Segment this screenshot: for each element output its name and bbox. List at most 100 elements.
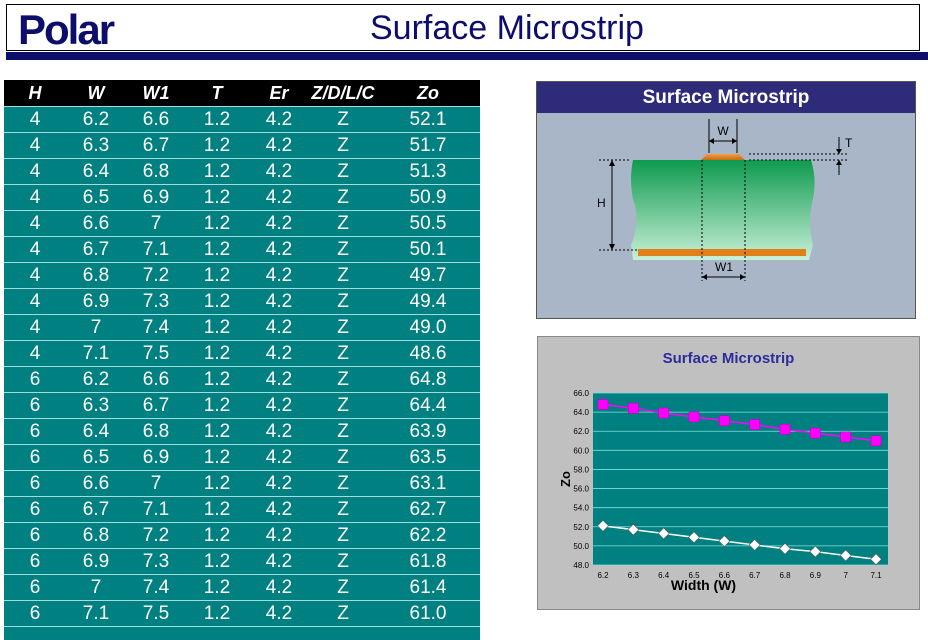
table-cell: 7.5 xyxy=(126,600,186,627)
data-point xyxy=(688,531,700,544)
table-cell: 48.6 xyxy=(376,340,480,367)
table-cell: 7.4 xyxy=(126,574,186,601)
table-cell: 51.3 xyxy=(376,158,480,185)
table-cell: Z xyxy=(310,522,376,549)
data-point xyxy=(779,424,791,435)
table-cell: 7 xyxy=(126,470,186,497)
table-cell: Z xyxy=(310,236,376,263)
table-cell: 4.2 xyxy=(248,158,310,185)
table-cell: 4 xyxy=(4,340,66,367)
table-cell: 6.8 xyxy=(126,418,186,445)
table-cell: 4.2 xyxy=(248,184,310,211)
table-cell: 4.2 xyxy=(248,288,310,315)
table-row: 4 6.2 6.6 1.2 4.2 Z 52.1 xyxy=(4,106,480,133)
column-header: Er xyxy=(248,80,310,107)
table-cell: 6 xyxy=(4,366,66,393)
table-cell: 63.1 xyxy=(376,470,480,497)
table-cell: 6.5 xyxy=(66,184,126,211)
header-box xyxy=(6,4,920,51)
table-cell: 1.2 xyxy=(186,366,248,393)
table-cell: 6.4 xyxy=(66,418,126,445)
table-cell: 7.2 xyxy=(126,522,186,549)
diagram-title: Surface Microstrip xyxy=(537,82,915,113)
table-row: 6 6.8 7.2 1.2 4.2 Z 62.2 xyxy=(4,522,480,549)
table-cell: 4 xyxy=(4,288,66,315)
table-cell: 6.7 xyxy=(66,496,126,523)
table-cell: Z xyxy=(310,132,376,159)
table-cell: 6 xyxy=(4,548,66,575)
table-cell: 61.4 xyxy=(376,574,480,601)
x-tick-label: 7 xyxy=(843,571,848,580)
table-cell: 6.7 xyxy=(66,236,126,263)
table-cell: 4.2 xyxy=(248,366,310,393)
table-cell: 64.8 xyxy=(376,366,480,393)
data-point xyxy=(839,549,852,562)
table-row: 4 6.7 7.1 1.2 4.2 Z 50.1 xyxy=(4,236,480,263)
table-row: 6 6.6 7 1.2 4.2 Z 63.1 xyxy=(4,470,480,497)
table-cell: 49.7 xyxy=(376,262,480,289)
table-cell: 1.2 xyxy=(186,184,248,211)
table-cell: 7.1 xyxy=(126,496,186,523)
table-cell: 63.5 xyxy=(376,444,480,471)
data-point xyxy=(719,415,730,427)
table-cell: 7.1 xyxy=(66,340,126,367)
table-cell: 6.8 xyxy=(66,262,126,289)
table-cell: 4 xyxy=(4,106,66,133)
y-tick-label: 52.0 xyxy=(573,523,589,532)
table-cell: Z xyxy=(310,470,376,497)
page-title: Surface Microstrip xyxy=(370,9,644,47)
table-cell: 1.2 xyxy=(186,574,248,601)
table-row: 6 6.3 6.7 1.2 4.2 Z 64.4 xyxy=(4,392,480,419)
data-point xyxy=(810,427,821,439)
table-cell: 52.1 xyxy=(376,106,480,133)
table-cell: Z xyxy=(310,600,376,627)
table-cell: 61.0 xyxy=(376,600,480,627)
logo-text: Polar xyxy=(18,6,115,53)
table-cell: Z xyxy=(310,444,376,471)
table-cell: 4.2 xyxy=(248,574,310,601)
table-row: 6 6.7 7.1 1.2 4.2 Z 62.7 xyxy=(4,496,480,523)
data-point xyxy=(779,542,791,555)
table-row: 4 7.1 7.5 1.2 4.2 Z 48.6 xyxy=(4,340,480,367)
table-cell: Z xyxy=(310,496,376,523)
table-cell: 51.7 xyxy=(376,132,480,159)
table-cell: Z xyxy=(310,288,376,315)
table-cell: 4.2 xyxy=(248,314,310,341)
column-header: Z/D/L/C xyxy=(310,80,376,107)
table-cell: 6.8 xyxy=(66,522,126,549)
table-cell: 7.3 xyxy=(126,548,186,575)
table-cell: 1.2 xyxy=(186,106,248,133)
column-header: H xyxy=(4,80,66,107)
table-cell: 4.2 xyxy=(248,548,310,575)
table-cell: 4 xyxy=(4,184,66,211)
table-cell: 7.3 xyxy=(126,288,186,315)
table-cell: 7.1 xyxy=(66,600,126,627)
data-point xyxy=(597,399,609,410)
w1-arrowheads xyxy=(702,274,745,280)
table-cell: Z xyxy=(310,314,376,341)
table-cell: 6 xyxy=(4,574,66,601)
table-body: 4 6.2 6.6 1.2 4.2 Z 52.1 4 6.3 6.7 1.2 4.2 Z 51.7 4 6.4… xyxy=(4,106,480,627)
table-cell: 7 xyxy=(126,210,186,237)
table-cell: 6.6 xyxy=(126,106,186,133)
table-cell: 6 xyxy=(4,418,66,445)
table-cell: 6.2 xyxy=(66,366,126,393)
data-point xyxy=(748,539,761,551)
table-cell: 6 xyxy=(4,444,66,471)
table-cell: 1.2 xyxy=(186,418,248,445)
structure-diagram-panel: Surface Microstrip W T xyxy=(536,81,916,319)
table-cell: 1.2 xyxy=(186,314,248,341)
table-cell: Z xyxy=(310,158,376,185)
table-cell: 1.2 xyxy=(186,158,248,185)
microstrip-cross-section-diagram: W T H W1 xyxy=(597,119,853,281)
table-row: 6 6.9 7.3 1.2 4.2 Z 61.8 xyxy=(4,548,480,575)
table-row: 4 6.6 7 1.2 4.2 Z 50.5 xyxy=(4,210,480,237)
table-cell: 4 xyxy=(4,262,66,289)
data-point xyxy=(658,407,669,419)
x-tick-label: 6.3 xyxy=(628,571,640,580)
series-line xyxy=(602,403,877,442)
table-cell: Z xyxy=(310,366,376,393)
y-tick-label: 56.0 xyxy=(573,485,589,494)
y-tick-label: 48.0 xyxy=(573,561,589,570)
y-tick-label: 50.0 xyxy=(573,542,589,551)
